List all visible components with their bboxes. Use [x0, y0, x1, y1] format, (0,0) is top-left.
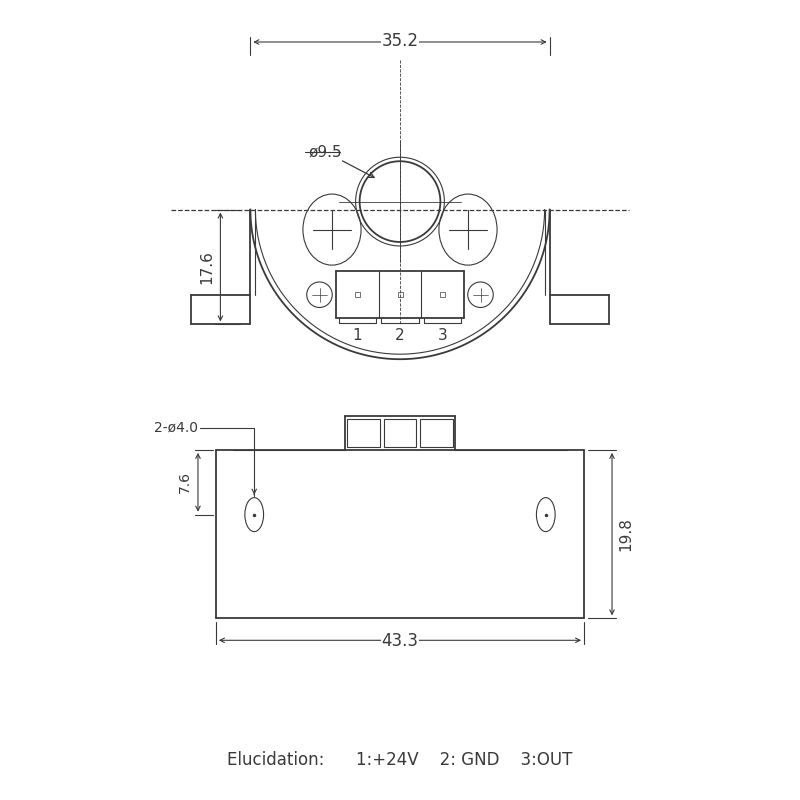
- Text: 3: 3: [438, 328, 447, 342]
- Text: Elucidation:      1:+24V    2: GND    3:OUT: Elucidation: 1:+24V 2: GND 3:OUT: [227, 751, 573, 769]
- Text: 2-ø4.0: 2-ø4.0: [154, 421, 198, 435]
- Text: ø9.5: ø9.5: [308, 144, 342, 159]
- Text: 17.6: 17.6: [199, 250, 214, 284]
- Bar: [440, 292, 445, 298]
- Bar: [421, 419, 454, 447]
- Text: 7.6: 7.6: [178, 471, 192, 494]
- Text: 43.3: 43.3: [382, 632, 418, 650]
- Bar: [355, 292, 360, 298]
- Bar: [398, 292, 402, 298]
- Bar: [346, 419, 379, 447]
- Text: 35.2: 35.2: [382, 32, 418, 50]
- Text: 2: 2: [395, 328, 405, 342]
- Text: 19.8: 19.8: [618, 518, 634, 551]
- Text: 1: 1: [353, 328, 362, 342]
- Bar: [383, 419, 417, 447]
